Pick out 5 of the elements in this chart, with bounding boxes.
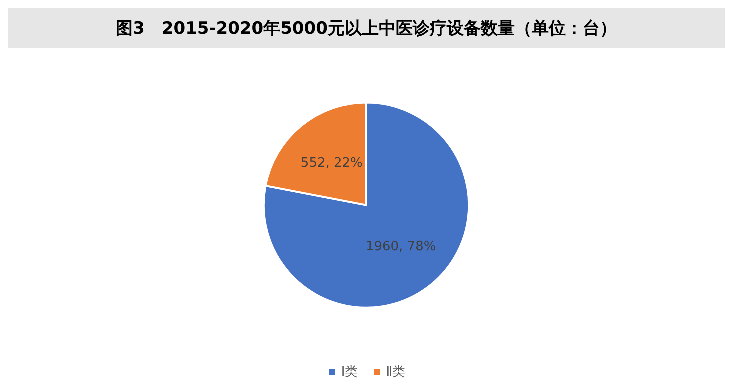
data-label: 552, 22% [300,156,363,171]
data-label: 1960, 78% [366,240,436,255]
chart-title: 图3 2015-2020年5000元以上中医诊疗设备数量（单位：台） [116,18,617,40]
legend-label: Ⅱ类 [386,365,406,380]
legend-label: Ⅰ类 [341,365,358,380]
